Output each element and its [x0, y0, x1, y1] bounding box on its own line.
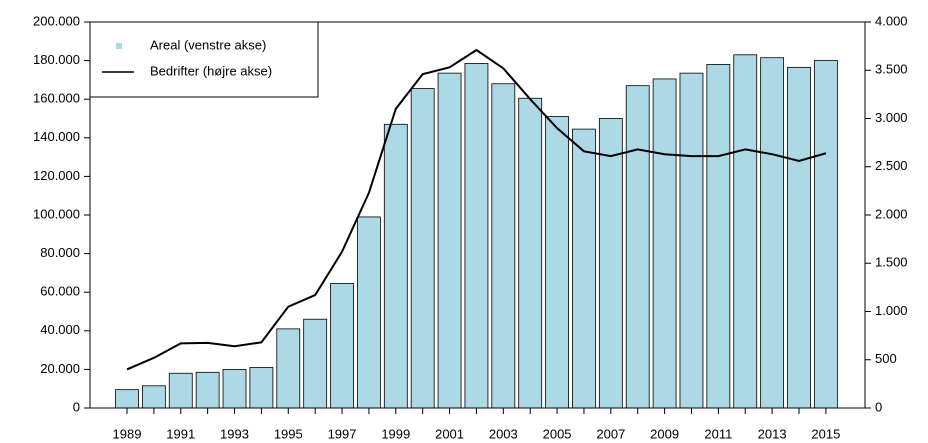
bar — [679, 72, 704, 409]
bar — [141, 385, 166, 409]
y-tick-label: 160.000 — [33, 91, 80, 106]
bar — [249, 367, 274, 409]
y2-tick-label: 4.000 — [875, 13, 908, 28]
bar — [706, 64, 731, 409]
x-tick-label: 2011 — [704, 426, 732, 441]
legend-label: Bedrifter (højre akse) — [150, 63, 272, 78]
bar — [545, 116, 569, 409]
y2-tick-label: 3.500 — [875, 62, 908, 77]
bar — [572, 128, 596, 409]
bar — [330, 283, 354, 409]
bar — [357, 216, 381, 409]
y-tick-label: 80.000 — [40, 245, 80, 260]
x-tick-label: 1993 — [220, 426, 249, 441]
y2-tick-label: 500 — [875, 351, 897, 366]
x-tick-label: 1999 — [381, 426, 410, 441]
bar — [518, 97, 543, 409]
bar — [222, 368, 247, 409]
y-tick-label: 120.000 — [33, 168, 80, 183]
x-tick-label: 1997 — [328, 426, 357, 441]
bar — [813, 60, 838, 409]
x-tick-label: 2005 — [543, 426, 572, 441]
bar — [437, 72, 462, 409]
y2-tick-label: 0 — [875, 399, 882, 414]
bar — [491, 83, 516, 409]
y2-tick-label: 1.000 — [875, 303, 908, 318]
bar — [276, 328, 301, 409]
x-tick-label: 1991 — [166, 426, 195, 441]
y-tick-label: 140.000 — [33, 129, 80, 144]
y2-tick-label: 2.000 — [875, 206, 908, 221]
y2-tick-label: 1.500 — [875, 255, 908, 270]
x-tick-label: 2001 — [435, 426, 464, 441]
legend-swatch — [116, 43, 122, 49]
line — [126, 48, 827, 371]
x-tick-label: 1995 — [274, 426, 303, 441]
y-tick-label: 60.000 — [40, 284, 80, 299]
y-tick-label: 200.000 — [33, 13, 80, 28]
bar — [115, 389, 139, 409]
bar — [195, 371, 220, 409]
y2-tick-label: 3.000 — [875, 110, 908, 125]
y-tick-label: 0 — [73, 399, 80, 414]
y-tick-label: 100.000 — [33, 206, 80, 221]
bar — [168, 372, 193, 409]
x-tick-label: 2009 — [650, 426, 679, 441]
y-tick-label: 20.000 — [40, 361, 80, 376]
bar — [760, 57, 785, 409]
bar — [652, 78, 677, 409]
legend-label: Areal (venstre akse) — [150, 37, 266, 52]
bar — [464, 63, 489, 409]
y-tick-label: 40.000 — [40, 322, 80, 337]
bar — [383, 123, 408, 409]
y-tick-label: 180.000 — [33, 52, 80, 67]
y2-tick-label: 2.500 — [875, 158, 908, 173]
x-tick-label: 2013 — [758, 426, 787, 441]
x-tick-label: 1989 — [113, 426, 142, 441]
legend-box — [89, 21, 319, 98]
bar — [598, 118, 623, 409]
bar — [303, 318, 328, 409]
x-tick-label: 2007 — [596, 426, 625, 441]
x-tick-label: 2015 — [811, 426, 840, 441]
bar — [410, 88, 435, 409]
bar — [625, 85, 650, 409]
x-tick-label: 2003 — [489, 426, 518, 441]
bar — [733, 54, 758, 409]
bar — [787, 66, 811, 409]
